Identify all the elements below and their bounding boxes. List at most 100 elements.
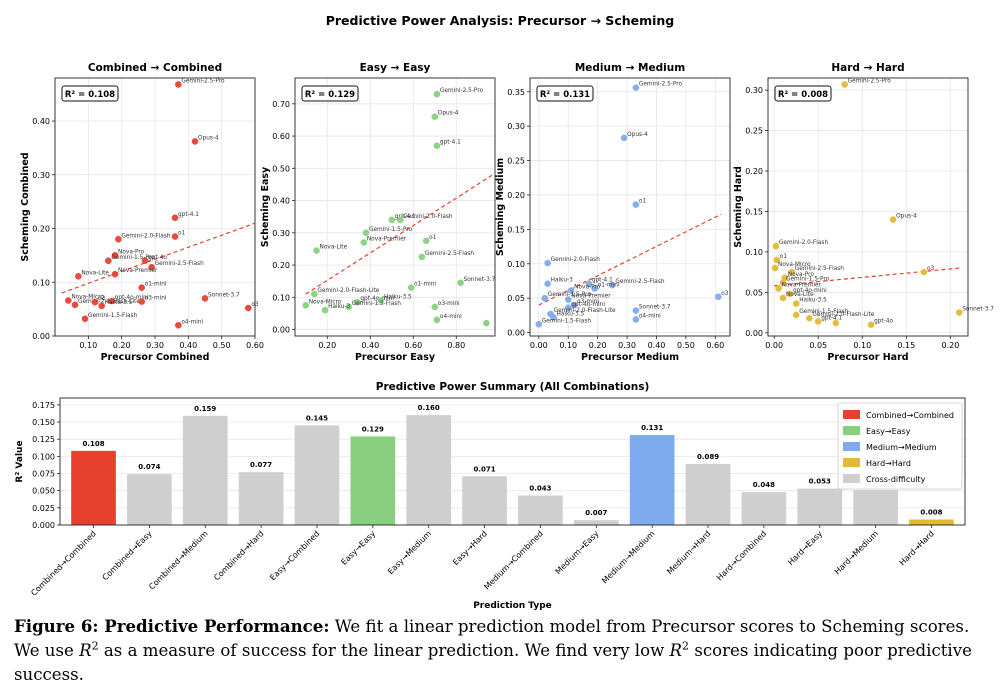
- data-point: [841, 81, 848, 88]
- data-point: [775, 284, 782, 292]
- point-label: Opus-4: [896, 214, 917, 220]
- trend-line: [61, 222, 256, 294]
- y-tick-label: 0.50: [272, 164, 290, 173]
- y-tick-label: 0.15: [745, 207, 763, 216]
- point-label: o3: [927, 266, 935, 272]
- point-label: Nova-Premier: [782, 282, 822, 288]
- point-label: Gemini-2.5-Flash: [615, 279, 665, 285]
- data-point: [138, 298, 145, 305]
- y-tick-label: 0.30: [272, 229, 290, 238]
- point-label: Haiku-3.5: [384, 295, 412, 301]
- r2-box: [536, 85, 594, 102]
- legend-swatch: [843, 458, 860, 467]
- y-axis-label: Scheming Medium: [495, 158, 506, 256]
- data-point: [75, 273, 82, 280]
- x-tick-label: 0.20: [113, 341, 131, 350]
- point-label: gpt-4o-mini: [115, 295, 149, 301]
- point-label: o1: [178, 231, 186, 237]
- bar: [350, 436, 396, 525]
- y-tick-label: 0.10: [745, 248, 763, 257]
- y-tick-label: 0.20: [272, 261, 290, 270]
- y-axis-label: R² Value: [15, 440, 25, 482]
- y-tick-label: 0.40: [32, 117, 50, 126]
- point-label: Sonnet-3.7: [639, 305, 671, 311]
- scatter-panel-2: 0.20 0.40 0.60 0.80 0.00 0.10 0.20 0.30 0.40 0.50…: [260, 62, 496, 363]
- data-point: [388, 216, 396, 224]
- summary-bar-chart: 0.000 0.025 0.050 0.075 0.100 0.125 0.150 0.175…: [15, 381, 966, 610]
- r2-box: [774, 85, 832, 102]
- data-point: [788, 268, 796, 276]
- y-tick-label: 0.00: [272, 326, 290, 335]
- point-label: o1-mini: [598, 283, 620, 289]
- r2-box: [61, 85, 119, 102]
- point-label: Nova-Premier: [118, 268, 158, 274]
- point-label: Gemini-2.5-Pro: [848, 78, 892, 84]
- data-point: [814, 318, 822, 325]
- plot-frame: [767, 77, 969, 337]
- data-point: [632, 84, 640, 91]
- scatter-panels: 0.10 0.20 0.30 0.40 0.50 0.60 0.00 0.10 0.20 0.30…: [20, 62, 994, 363]
- point-label: Nova-Lite: [320, 245, 348, 251]
- caption-r-symbol: R: [79, 641, 92, 660]
- y-tick-label: 0.025: [32, 504, 55, 513]
- data-point: [397, 216, 404, 224]
- data-point: [418, 253, 426, 261]
- bar: [182, 415, 228, 525]
- scatter-panel-4: 0.00 0.05 0.10 0.15 0.20 0.00 0.05 0.10 0.15 0.20…: [733, 62, 994, 363]
- plot-frame: [294, 77, 496, 337]
- bar-value-label: 0.131: [641, 424, 663, 432]
- x-tick-label: 0.60: [706, 341, 724, 350]
- data-point: [806, 314, 813, 322]
- data-point: [354, 298, 361, 306]
- bar-value-label: 0.129: [362, 425, 384, 433]
- point-label: Gemini-2.0-Flash: [403, 214, 453, 220]
- data-point: [564, 304, 572, 312]
- legend-label: Medium→Medium: [866, 443, 937, 452]
- y-tick-label: 0.00: [32, 332, 50, 341]
- x-axis-label: Prediction Type: [473, 601, 552, 610]
- point-label: Nova-Lite: [786, 292, 814, 298]
- data-point: [771, 264, 779, 272]
- bar: [294, 425, 340, 525]
- x-axis-label: Precursor Hard: [827, 352, 908, 363]
- data-point: [714, 293, 722, 301]
- y-tick-label: 0.125: [32, 435, 55, 444]
- x-tick-label: 0.00: [530, 341, 548, 350]
- legend: Combined→Combined Easy→Easy Medium→Medium H…: [837, 402, 963, 490]
- data-point: [620, 134, 628, 142]
- x-axis-label: Precursor Easy: [355, 352, 436, 363]
- y-tick-label: 0.30: [32, 171, 50, 180]
- x-tick-label: 0.00: [765, 341, 783, 350]
- point-label: o3: [98, 296, 106, 302]
- data-point: [920, 268, 928, 276]
- point-label: o1: [780, 254, 788, 260]
- x-tick-label: Medium→Hard: [665, 529, 712, 576]
- point-label: Gemini-2.5-Flash: [425, 251, 475, 257]
- point-label: Haiku-3.5: [799, 298, 827, 304]
- caption-text-3: scores indicating poor predictive succes…: [14, 641, 972, 684]
- bar-value-label: 0.159: [194, 405, 216, 413]
- y-tick-label: 0.00: [507, 329, 525, 338]
- point-label: Gemini-1.5-Pro: [369, 227, 413, 233]
- x-tick-label: Hard→Easy: [786, 529, 824, 567]
- data-point: [111, 270, 119, 278]
- point-label: o3: [251, 302, 259, 308]
- panel-title: Medium → Medium: [575, 62, 685, 74]
- bar: [741, 492, 787, 525]
- data-point: [955, 309, 963, 316]
- bar-value-label: 0.008: [920, 509, 942, 517]
- bar: [909, 519, 954, 525]
- caption-superscript: 2: [682, 639, 690, 653]
- x-tick-label: Easy→Combined: [268, 529, 321, 582]
- point-label: gpt-4.1: [395, 214, 416, 220]
- y-tick-label: 0.10: [32, 278, 50, 287]
- point-label: gpt-4o-mini: [360, 296, 394, 302]
- figure-suptitle: Predictive Power Analysis: Precursor → S…: [326, 13, 675, 28]
- data-point: [632, 201, 640, 208]
- y-axis-label: Scheming Easy: [260, 166, 271, 247]
- x-tick-label: Easy→Medium: [386, 529, 433, 576]
- bar-value-label: 0.043: [529, 484, 551, 492]
- x-tick-label: Easy→Hard: [451, 529, 489, 567]
- data-point: [138, 284, 145, 291]
- legend-label: Hard→Hard: [866, 459, 911, 468]
